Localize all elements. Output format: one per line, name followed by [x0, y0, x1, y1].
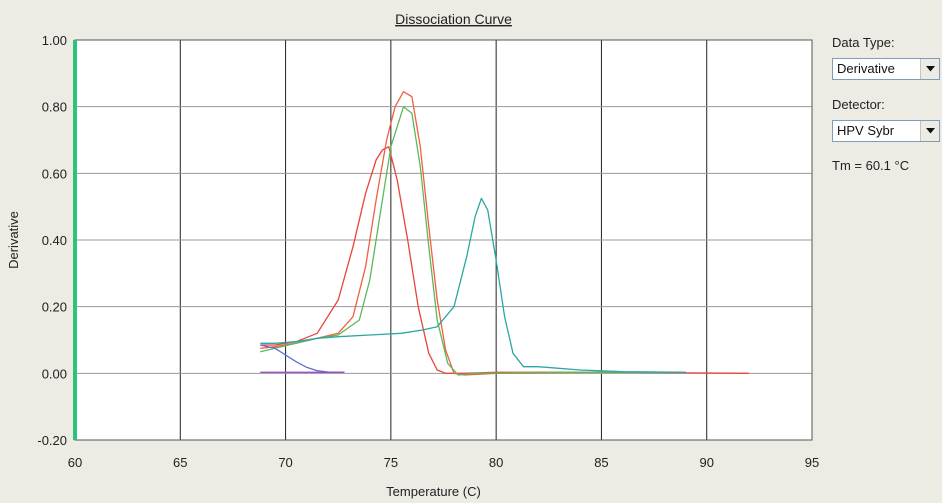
x-tick-label: 60 [68, 455, 82, 470]
y-tick-label: 0.60 [42, 166, 67, 181]
x-tick-label: 75 [384, 455, 398, 470]
y-tick-label: 0.80 [42, 100, 67, 115]
x-tick-label: 80 [489, 455, 503, 470]
y-tick-label: 0.20 [42, 300, 67, 315]
x-tick-label: 95 [805, 455, 819, 470]
chart-title: Dissociation Curve [395, 11, 512, 27]
y-axis-bar [73, 40, 77, 440]
x-tick-label: 70 [278, 455, 292, 470]
y-tick-label: 0.40 [42, 233, 67, 248]
y-tick-label: -0.20 [37, 433, 67, 448]
y-tick-label: 1.00 [42, 33, 67, 48]
tm-value: Tm = 60.1 °C [832, 158, 910, 173]
detector-value: HPV Sybr [837, 123, 895, 138]
detector-label: Detector: [832, 97, 885, 112]
series-line-4 [260, 197, 686, 373]
detector-select[interactable]: HPV Sybr [832, 120, 940, 142]
chevron-down-icon[interactable] [920, 59, 939, 79]
y-axis-label: Derivative [6, 211, 21, 269]
chevron-down-icon[interactable] [920, 121, 939, 141]
data-type-value: Derivative [837, 61, 895, 76]
side-panel: Data Type: Derivative Detector: HPV Sybr… [832, 34, 942, 173]
y-tick-label: 0.00 [42, 366, 67, 381]
x-tick-label: 90 [699, 455, 713, 470]
data-type-label: Data Type: [832, 35, 895, 50]
x-tick-label: 85 [594, 455, 608, 470]
x-tick-label: 65 [173, 455, 187, 470]
data-type-select[interactable]: Derivative [832, 58, 940, 80]
x-axis-label: Temperature (C) [386, 484, 481, 499]
